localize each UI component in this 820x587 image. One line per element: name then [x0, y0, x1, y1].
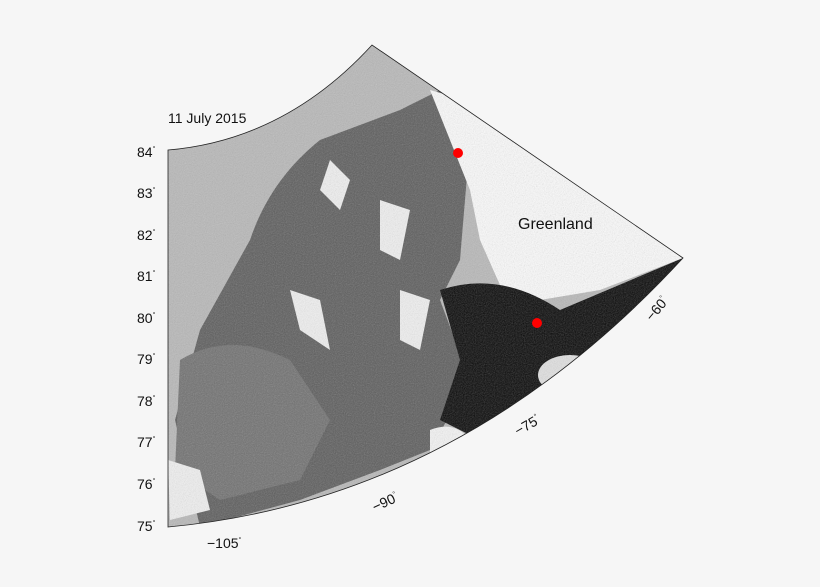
longitude-label: −105°: [207, 535, 242, 551]
red-marker-south: [532, 318, 542, 328]
red-marker-north: [453, 148, 463, 158]
latitude-label: 80°: [137, 310, 156, 326]
latitude-label: 77°: [137, 434, 156, 450]
longitude-label: −75°: [512, 411, 543, 438]
longitude-label: −90°: [370, 489, 401, 515]
latitude-label: 82°: [137, 227, 156, 243]
latitude-label: 81°: [137, 268, 156, 284]
latitude-label: 79°: [137, 351, 156, 367]
map-frame: [167, 44, 684, 528]
latitude-label: 83°: [137, 185, 156, 201]
latitude-axis: 84° 83° 82° 81° 80° 79° 78° 77° 76° 75°: [137, 144, 156, 534]
latitude-label: 78°: [137, 393, 156, 409]
latitude-label: 84°: [137, 144, 156, 160]
water-patch: [566, 364, 590, 380]
map-title: 11 July 2015: [168, 110, 247, 126]
longitude-label: −60°: [642, 293, 671, 324]
greenland-label: Greenland: [518, 216, 593, 233]
latitude-label: 75°: [137, 518, 156, 534]
latitude-label: 76°: [137, 476, 156, 492]
